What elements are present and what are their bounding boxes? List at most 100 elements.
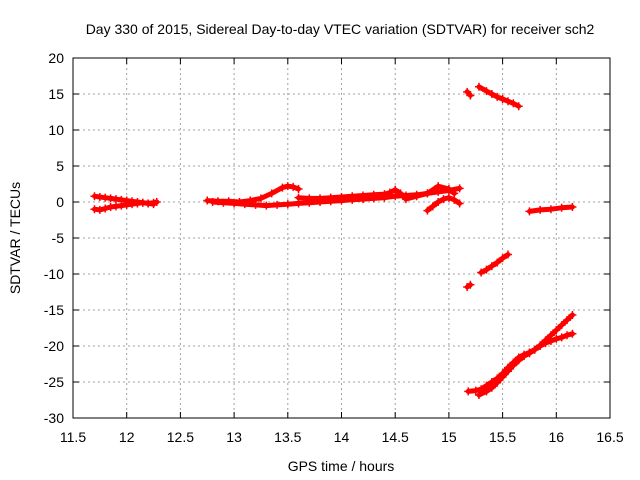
series-track-g — [463, 87, 475, 100]
data-point — [358, 191, 367, 200]
data-point — [493, 92, 502, 101]
data-point — [434, 182, 443, 191]
data-point — [101, 204, 110, 213]
data-point — [95, 205, 104, 214]
data-point — [568, 329, 577, 338]
series-track-c — [203, 182, 303, 206]
plot-frame — [72, 57, 611, 419]
grid — [73, 58, 610, 418]
series-track-h — [474, 82, 523, 111]
data-point — [208, 198, 217, 206]
y-ticks: -30 -25 -20 -15 -10 -5 0 5 10 15 20 — [44, 50, 610, 426]
data-point — [482, 387, 491, 396]
data-point — [326, 193, 335, 202]
data-point — [444, 193, 453, 202]
data-point — [337, 192, 346, 201]
data-point — [466, 280, 475, 289]
data-point — [283, 200, 292, 209]
data-point — [503, 367, 512, 376]
y-tick-label: 15 — [48, 86, 64, 102]
data-point — [536, 341, 545, 350]
x-tick-label: 16.5 — [596, 429, 623, 445]
y-tick-label: -30 — [44, 410, 64, 426]
data-point — [530, 345, 539, 354]
y-tick-label: -15 — [44, 302, 64, 318]
data-point — [493, 378, 502, 387]
data-point — [240, 200, 249, 209]
y-tick-label: -25 — [44, 374, 64, 390]
data-point — [203, 196, 212, 205]
y-tick-label: 10 — [48, 122, 64, 138]
data-point — [498, 95, 507, 104]
y-tick-label: 5 — [56, 158, 64, 174]
data-point — [256, 194, 265, 203]
data-point — [273, 200, 282, 209]
data-point — [423, 189, 432, 198]
data-point — [391, 185, 400, 194]
data-point — [316, 194, 325, 203]
x-tick-label: 12.5 — [167, 429, 194, 445]
data-point — [525, 349, 534, 358]
data-point — [563, 316, 572, 325]
series-track-m — [474, 311, 577, 399]
series-track-k — [477, 250, 512, 277]
x-tick-label: 15.5 — [489, 429, 516, 445]
data-point — [552, 334, 561, 343]
data-point — [498, 372, 507, 381]
x-tick-label: 13.5 — [274, 429, 301, 445]
data-point — [262, 201, 271, 210]
data-point — [509, 99, 518, 108]
data-point — [294, 185, 303, 194]
data-point — [520, 352, 529, 361]
data-point — [423, 206, 432, 215]
y-tick-label: -10 — [44, 266, 64, 282]
x-tick-label: 14 — [334, 429, 350, 445]
series-track-j — [463, 280, 475, 291]
data-point — [267, 189, 276, 198]
y-tick-label: 0 — [56, 194, 64, 210]
data-point — [385, 188, 394, 197]
x-tick-label: 14.5 — [382, 429, 409, 445]
data-point — [557, 321, 566, 330]
data-points — [90, 82, 577, 399]
x-tick-label: 13 — [226, 429, 242, 445]
data-point — [369, 190, 378, 199]
data-point — [455, 199, 464, 208]
data-point — [464, 387, 473, 396]
data-point — [568, 203, 577, 212]
data-point — [568, 311, 577, 320]
x-axis-label: GPS time / hours — [288, 458, 395, 474]
data-point — [348, 192, 357, 201]
data-point — [439, 195, 448, 204]
series-track-l — [464, 329, 577, 396]
data-point — [396, 189, 405, 198]
x-tick-label: 15 — [441, 429, 457, 445]
chart-title: Day 330 of 2015, Sidereal Day-to-day VTE… — [86, 21, 595, 37]
data-point — [514, 356, 523, 365]
data-point — [219, 198, 228, 207]
data-point — [525, 207, 534, 216]
data-point — [450, 195, 459, 204]
data-point — [477, 268, 486, 277]
x-tick-label: 16 — [549, 429, 565, 445]
data-point — [251, 200, 260, 209]
data-point — [444, 185, 453, 194]
data-point — [503, 97, 512, 106]
data-point — [412, 192, 421, 201]
series-track-f — [423, 193, 464, 215]
data-point — [149, 200, 158, 209]
series-track-i — [525, 203, 577, 216]
y-tick-label: 20 — [48, 50, 64, 66]
x-tick-label: 11.5 — [60, 429, 86, 445]
data-point — [509, 361, 518, 370]
y-tick-label: -20 — [44, 338, 64, 354]
data-point — [305, 194, 314, 203]
data-point — [466, 91, 475, 100]
y-tick-label: -5 — [52, 230, 65, 246]
data-point — [482, 265, 491, 274]
data-point — [546, 331, 555, 340]
data-point — [503, 250, 512, 259]
data-point — [471, 386, 480, 395]
data-point — [563, 331, 572, 340]
x-ticks: 11.5 12 12.5 13 13.5 14 14.5 15 15.5 16 16.5 — [60, 58, 624, 445]
